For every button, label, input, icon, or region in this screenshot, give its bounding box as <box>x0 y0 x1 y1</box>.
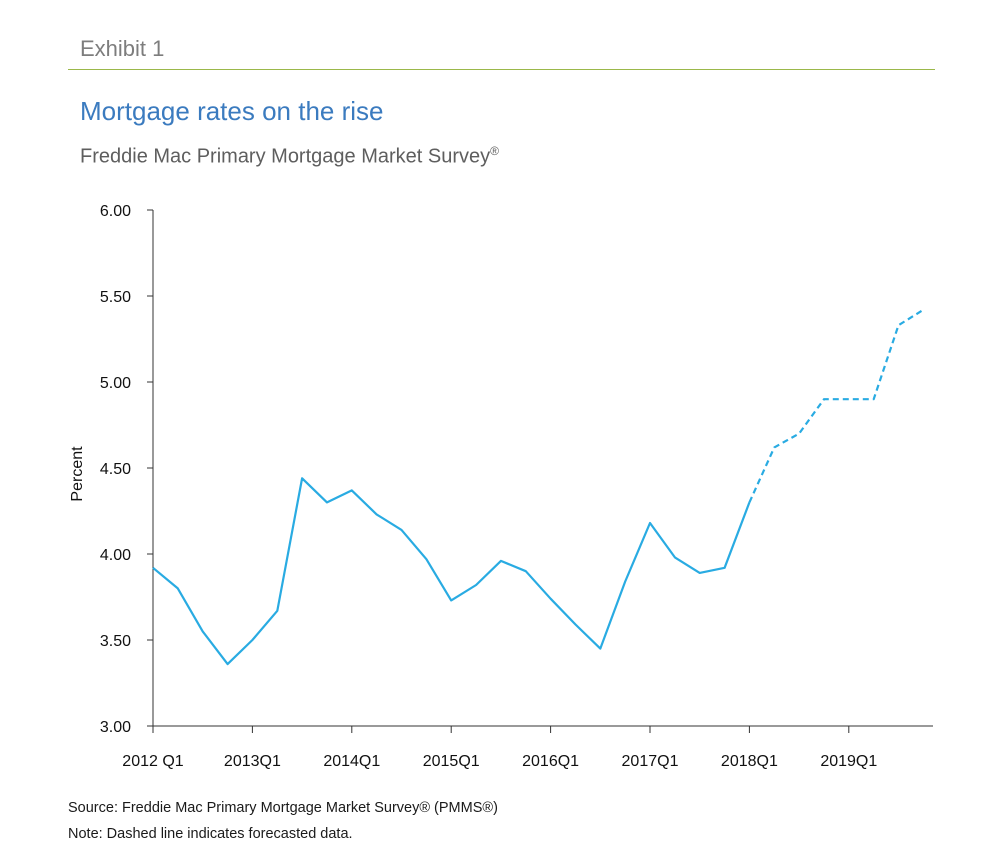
page-subtitle: Freddie Mac Primary Mortgage Market Surv… <box>80 144 499 169</box>
y-tick-label: 4.00 <box>100 547 131 564</box>
y-tick-label: 3.50 <box>100 633 131 650</box>
page-title: Mortgage rates on the rise <box>80 96 384 126</box>
dashed-line-note: Note: Dashed line indicates forecasted d… <box>68 826 353 842</box>
forecast-series-line <box>748 308 924 503</box>
exhibit-label: Exhibit 1 <box>80 36 165 61</box>
registered-mark: ® <box>490 144 499 158</box>
x-tick-label: 2014Q1 <box>323 753 380 770</box>
y-tick-label: 5.50 <box>100 289 131 306</box>
x-tick-label: 2017Q1 <box>622 753 679 770</box>
x-tick-label: 2015Q1 <box>423 753 480 770</box>
x-tick-label: 2016Q1 <box>522 753 579 770</box>
x-tick-label: 2013Q1 <box>224 753 281 770</box>
y-tick-label: 6.00 <box>100 203 131 220</box>
y-tick-label: 3.00 <box>100 719 131 736</box>
source-note: Source: Freddie Mac Primary Mortgage Mar… <box>68 800 498 816</box>
x-tick-label: 2018Q1 <box>721 753 778 770</box>
actual-series-line <box>152 477 751 666</box>
x-tick-label: 2019Q1 <box>820 753 877 770</box>
subtitle-text: Freddie Mac Primary Mortgage Market Surv… <box>80 145 491 168</box>
y-tick-label: 5.00 <box>100 375 131 392</box>
y-tick-label: 4.50 <box>100 461 131 478</box>
y-axis-label: Percent <box>69 446 86 502</box>
header-divider <box>68 69 935 70</box>
x-tick-label: 2012 Q1 <box>122 753 183 770</box>
